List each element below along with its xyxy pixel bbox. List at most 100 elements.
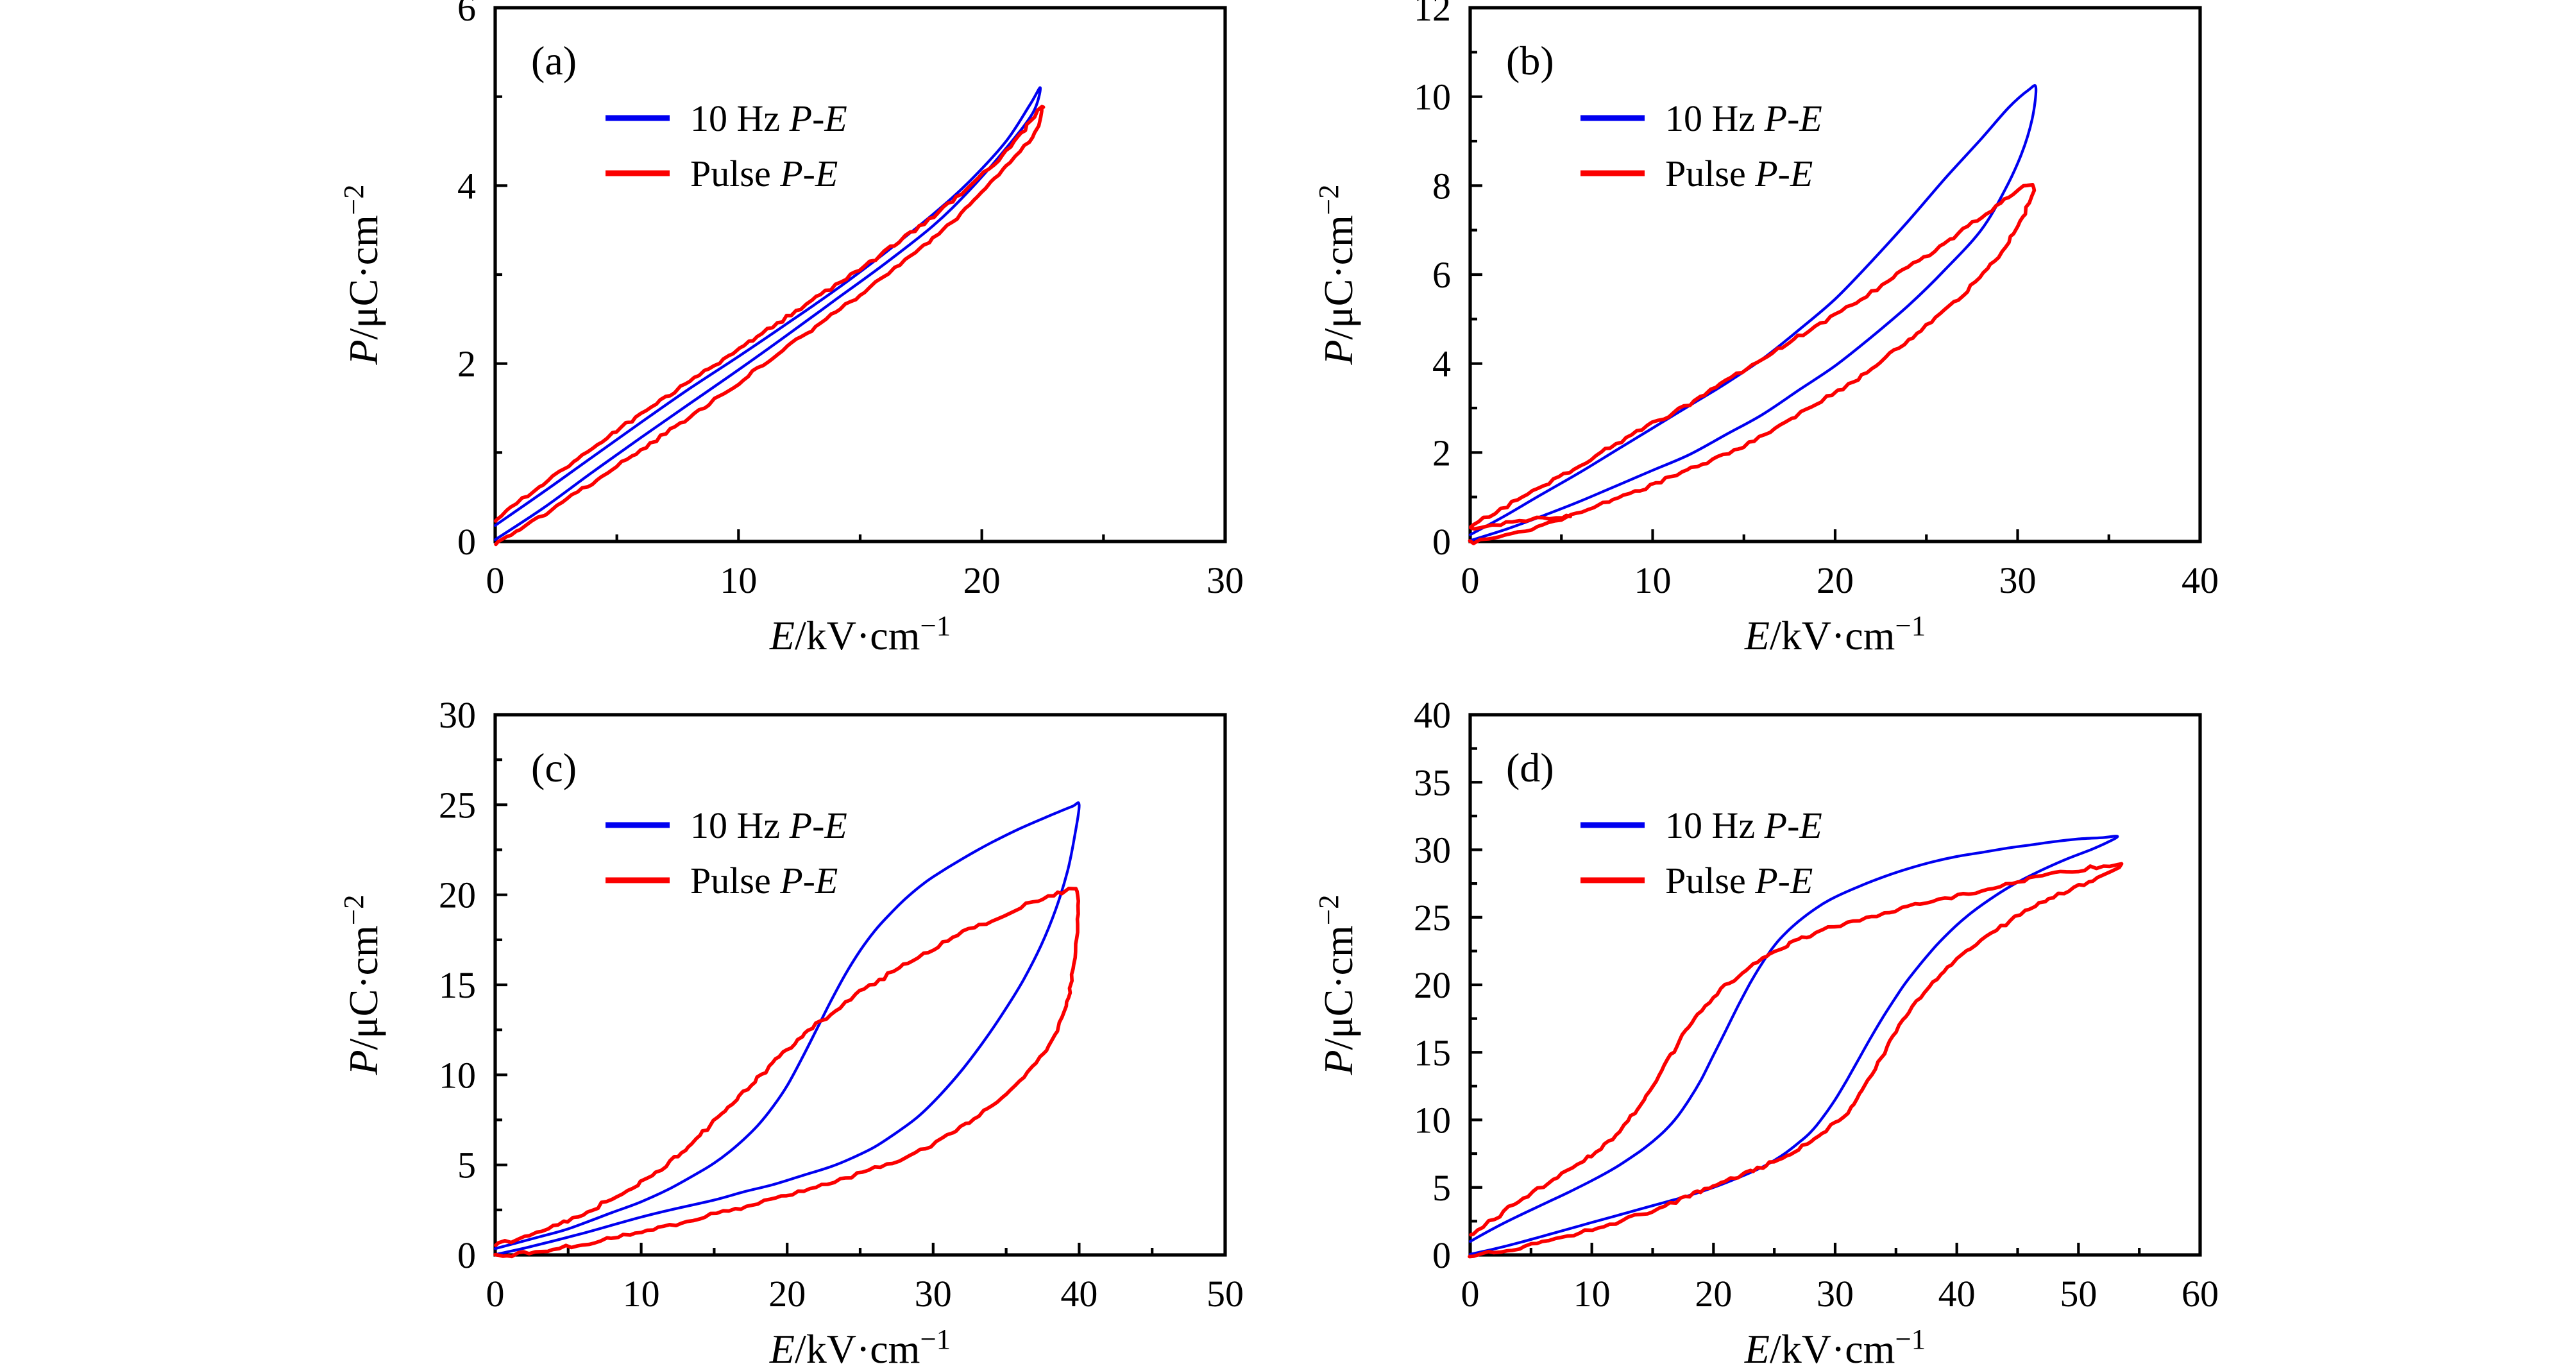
curve-c-pulse-p-e [493, 887, 1080, 1259]
curve-b-10-hz-p-e [1468, 84, 2038, 542]
y-tick-label: 15 [1414, 1032, 1451, 1073]
y-tick-label: 25 [439, 784, 476, 826]
x-tick-label: 30 [1999, 559, 2037, 601]
x-tick-label: 60 [2182, 1273, 2219, 1315]
curve-c-10-hz-p-e [493, 801, 1081, 1256]
y-tick-labels: 0 2 4 6 8 10 12 [1414, 0, 1451, 563]
y-tick-label: 40 [1414, 694, 1451, 736]
subplot-b: 0 10 20 30 40 0 2 4 6 8 10 12 E/kV·cm−1 P/μC·cm−2 (b) 1… [1312, 0, 2219, 658]
y-tick-label: 10 [1414, 76, 1451, 118]
subplot-a: 0 10 20 30 0 2 4 6 E/kV·cm−1 P/μC·cm−2 (a) 10 Hz P-… [337, 0, 1244, 658]
legend-label: Pulse P-E [1665, 153, 1813, 194]
x-tick-label: 0 [486, 559, 505, 601]
y-tick-label: 20 [439, 874, 476, 916]
y-tick-labels: 0 5 10 15 20 25 30 35 40 [1414, 694, 1451, 1276]
curve-a-pulse-p-e [493, 105, 1046, 547]
legend-label: 10 Hz P-E [1665, 805, 1822, 846]
y-tick-label: 10 [1414, 1100, 1451, 1141]
legend: 10 Hz P-E Pulse P-E [606, 805, 847, 901]
curve-d-pulse-p-e [1468, 862, 2124, 1259]
x-tick-label: 30 [1207, 559, 1244, 601]
y-axis-label: P/μC·cm−2 [337, 184, 386, 365]
x-tick-labels: 0 10 20 30 [486, 559, 1244, 601]
legend-label: 10 Hz P-E [1665, 98, 1822, 139]
y-tick-label: 12 [1414, 0, 1451, 29]
legend: 10 Hz P-E Pulse P-E [1580, 98, 1822, 194]
x-tick-label: 40 [1938, 1273, 1976, 1315]
x-axis-label: E/kV·cm−1 [769, 1323, 951, 1364]
plot-frame-a [493, 6, 1227, 543]
y-tick-label: 6 [1432, 254, 1451, 296]
x-tick-labels: 0 10 20 30 40 50 [486, 1273, 1244, 1315]
y-tick-label: 8 [1432, 165, 1451, 207]
panel-label-c: (c) [531, 745, 577, 790]
curve-b-pulse-p-e [1468, 183, 2037, 545]
y-tick-label: 4 [457, 165, 476, 207]
x-tick-label: 20 [1695, 1273, 1732, 1315]
x-tick-label: 40 [1060, 1273, 1097, 1315]
y-tick-label: 5 [457, 1145, 476, 1186]
y-tick-label: 5 [1432, 1167, 1451, 1209]
y-tick-labels: 0 5 10 15 20 25 30 [439, 694, 476, 1276]
y-tick-label: 2 [1432, 432, 1451, 473]
x-tick-label: 20 [768, 1273, 806, 1315]
y-tick-label: 30 [1414, 830, 1451, 871]
legend: 10 Hz P-E Pulse P-E [606, 98, 847, 194]
axis-ticks [1468, 6, 2202, 543]
y-tick-label: 20 [1414, 964, 1451, 1006]
axis-ticks [1468, 713, 2202, 1257]
x-tick-label: 0 [1461, 1273, 1480, 1315]
panel-label-d: (d) [1506, 745, 1554, 790]
x-tick-labels: 0 10 20 30 40 [1461, 559, 2219, 601]
x-tick-label: 50 [1207, 1273, 1244, 1315]
y-tick-label: 0 [457, 521, 476, 563]
legend-label: 10 Hz P-E [690, 805, 847, 846]
x-tick-labels: 0 10 20 30 40 50 60 [1461, 1273, 2219, 1315]
y-tick-label: 4 [1432, 343, 1451, 385]
subplot-d: 0 10 20 30 40 50 60 0 5 10 15 20 25 30 35 40 E/kV·cm−1 P/… [1312, 694, 2219, 1364]
y-axis-label: P/μC·cm−2 [337, 894, 386, 1075]
x-tick-label: 50 [2060, 1273, 2097, 1315]
x-tick-label: 30 [1817, 1273, 1854, 1315]
x-tick-label: 20 [1817, 559, 1854, 601]
legend-label: 10 Hz P-E [690, 98, 847, 139]
x-tick-label: 0 [1461, 559, 1480, 601]
x-tick-label: 40 [2182, 559, 2219, 601]
y-axis-label: P/μC·cm−2 [1312, 184, 1361, 365]
curve-a-10-hz-p-e [493, 86, 1042, 541]
x-axis-label: E/kV·cm−1 [1744, 1323, 1926, 1364]
y-tick-label: 2 [457, 343, 476, 385]
y-tick-label: 0 [1432, 521, 1451, 563]
y-tick-labels: 0 2 4 6 [457, 0, 476, 563]
y-tick-label: 15 [439, 964, 476, 1006]
y-tick-label: 0 [1432, 1234, 1451, 1276]
x-tick-label: 10 [720, 559, 757, 601]
x-tick-label: 0 [486, 1273, 505, 1315]
y-tick-label: 0 [457, 1234, 476, 1276]
x-tick-label: 10 [1573, 1273, 1611, 1315]
y-tick-label: 10 [439, 1054, 476, 1096]
y-tick-label: 6 [457, 0, 476, 29]
legend-label: Pulse P-E [690, 860, 838, 901]
plot-frame-b [1468, 6, 2202, 543]
panel-label-a: (a) [531, 38, 577, 83]
legend-label: Pulse P-E [690, 153, 838, 194]
plot-frame-d [1468, 713, 2202, 1257]
curve-d-10-hz-p-e [1468, 835, 2119, 1256]
y-tick-label: 35 [1414, 762, 1451, 803]
x-tick-label: 30 [915, 1273, 952, 1315]
subplot-c: 0 10 20 30 40 50 0 5 10 15 20 25 30 E/kV·cm−1 P/μC·cm−… [337, 694, 1244, 1364]
axis-ticks [493, 6, 1227, 543]
y-tick-label: 30 [439, 694, 476, 736]
y-axis-label: P/μC·cm−2 [1312, 894, 1361, 1075]
x-axis-label: E/kV·cm−1 [769, 610, 951, 658]
legend-label: Pulse P-E [1665, 860, 1813, 901]
legend: 10 Hz P-E Pulse P-E [1580, 805, 1822, 901]
curve-b-pulse-p-e [1469, 513, 1572, 531]
x-axis-label: E/kV·cm−1 [1744, 610, 1926, 658]
x-tick-label: 10 [623, 1273, 660, 1315]
panel-label-b: (b) [1506, 38, 1554, 83]
x-tick-label: 20 [963, 559, 1001, 601]
